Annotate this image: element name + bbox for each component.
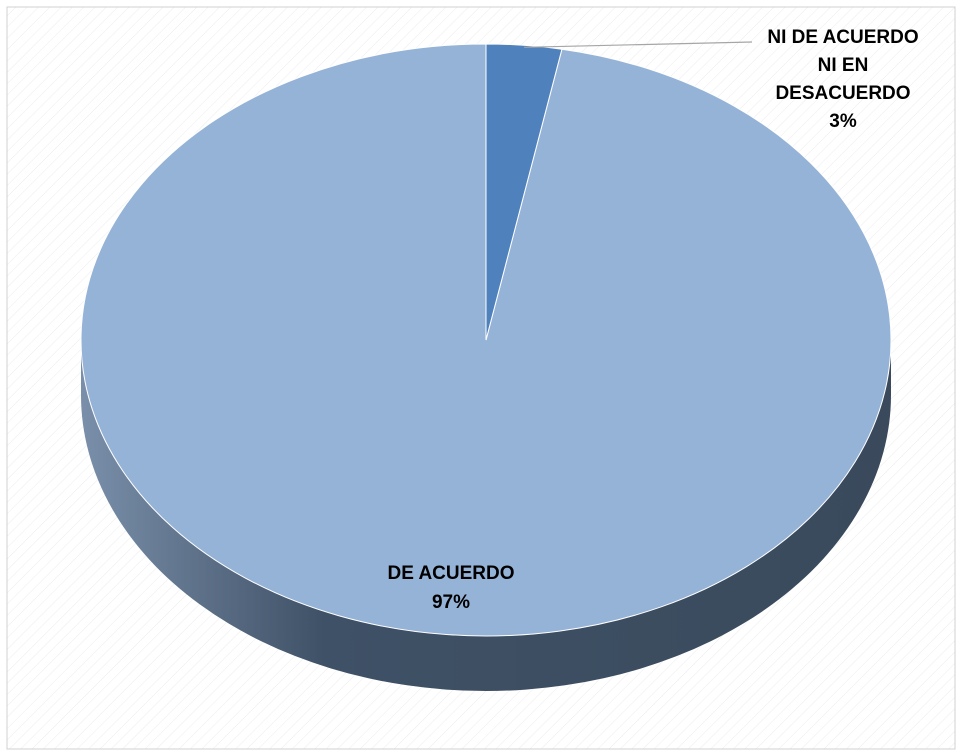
pie-side-wall [81,340,891,691]
leader-line [524,41,753,48]
data-label-ni-de-acuerdo-ni-en-desacuerdo: NI DE ACUERDO NI EN DESACUERDO 3% [767,27,918,132]
pie-slice-ni-de-acuerdo-ni-en-desacuerdo [485,43,563,341]
data-label-de-acuerdo: DE ACUERDO 97% [387,563,514,613]
